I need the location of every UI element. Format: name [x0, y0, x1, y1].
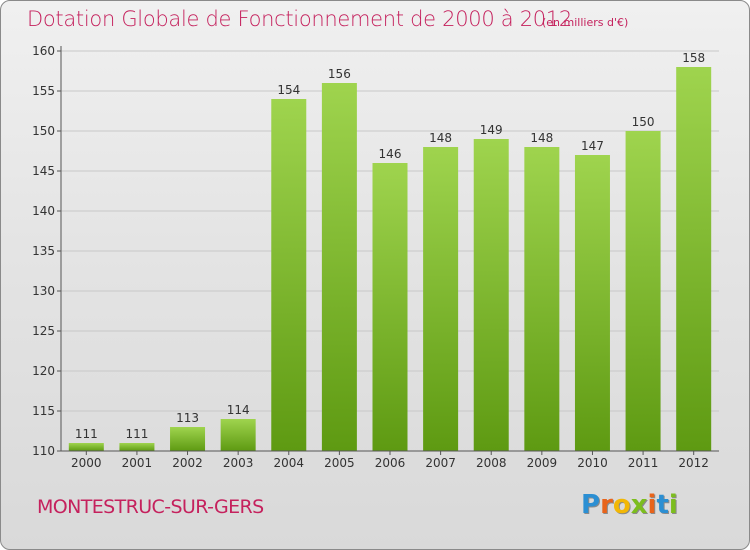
bar-2009 — [524, 147, 560, 451]
proxiti-logo: Proxiti — [581, 490, 678, 520]
y-tick-label: 125 — [32, 324, 55, 338]
y-tick-label: 160 — [32, 44, 55, 58]
bar-2000 — [68, 443, 104, 451]
bar-2008 — [473, 139, 509, 451]
x-tick-label: 2005 — [324, 456, 355, 470]
data-label: 111 — [125, 427, 148, 441]
data-label: 154 — [277, 83, 300, 97]
x-tick-label: 2012 — [678, 456, 709, 470]
bars: 111 111 113 114 154 156 146 148 149 148 147 150 158 — [68, 51, 712, 451]
bar-2010 — [574, 155, 610, 451]
axes: 110 115 120 125 130 135 140 145 150 155 160 2000 200… — [32, 44, 719, 470]
data-label: 148 — [429, 131, 452, 145]
logo-letter: i — [647, 490, 657, 520]
data-label: 148 — [530, 131, 553, 145]
y-tick-label: 140 — [32, 204, 55, 218]
y-tick-label: 155 — [32, 84, 55, 98]
commune-name: MONTESTRUC-SUR-GERS — [37, 496, 264, 518]
x-tick-label: 2009 — [527, 456, 558, 470]
y-tick-label: 120 — [32, 364, 55, 378]
data-label: 156 — [328, 67, 351, 81]
y-tick-label: 135 — [32, 244, 55, 258]
data-label: 149 — [480, 123, 503, 137]
logo-letter: r — [600, 490, 613, 520]
logo-letter: P — [581, 490, 601, 520]
x-tick-label: 2011 — [628, 456, 659, 470]
data-label: 150 — [632, 115, 655, 129]
x-tick-label: 2003 — [223, 456, 254, 470]
bar-2001 — [119, 443, 155, 451]
logo-letter: t — [656, 490, 669, 520]
x-tick-label: 2001 — [122, 456, 153, 470]
chart-subtitle: (en milliers d'€) — [542, 16, 629, 29]
data-label: 111 — [75, 427, 98, 441]
x-tick-label: 2006 — [375, 456, 406, 470]
bar-2011 — [625, 131, 661, 451]
data-label: 158 — [682, 51, 705, 65]
x-tick-label: 2004 — [273, 456, 304, 470]
y-tick-label: 110 — [32, 444, 55, 458]
data-label: 146 — [379, 147, 402, 161]
logo-letter: i — [668, 490, 678, 520]
data-label: 113 — [176, 411, 199, 425]
y-tick-label: 130 — [32, 284, 55, 298]
chart-title: Dotation Globale de Fonctionnement de 20… — [27, 7, 572, 31]
bar-2003 — [220, 419, 256, 451]
logo-letter: x — [630, 490, 648, 520]
bar-2004 — [271, 99, 307, 451]
bar-2007 — [423, 147, 459, 451]
bar-2006 — [372, 163, 408, 451]
data-label: 114 — [227, 403, 250, 417]
x-tick-label: 2002 — [172, 456, 203, 470]
x-tick-label: 2007 — [425, 456, 456, 470]
bar-2012 — [676, 67, 712, 451]
y-tick-label: 115 — [32, 404, 55, 418]
bar-2002 — [170, 427, 206, 451]
x-tick-label: 2008 — [476, 456, 507, 470]
y-tick-label: 150 — [32, 124, 55, 138]
data-label: 147 — [581, 139, 604, 153]
x-tick-label: 2010 — [577, 456, 608, 470]
logo-letter: o — [612, 490, 631, 520]
y-tick-label: 145 — [32, 164, 55, 178]
x-tick-label: 2000 — [71, 456, 102, 470]
bar-2005 — [321, 83, 357, 451]
